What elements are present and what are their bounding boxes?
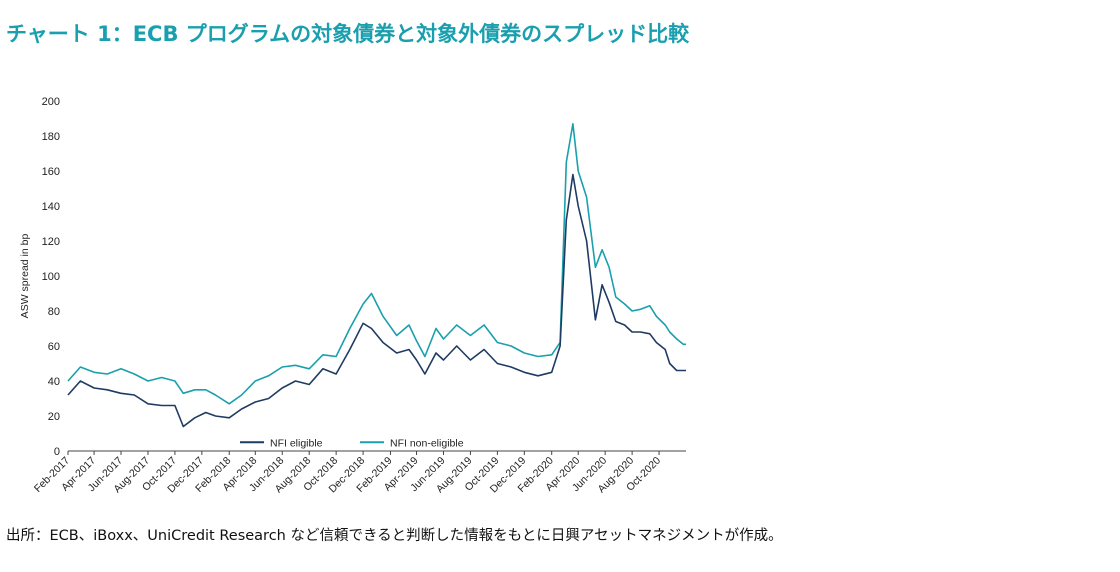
y-tick-label: 120 [42,236,60,248]
source-note: 出所：ECB、iBoxx、UniCredit Research など信頼できると… [6,528,783,544]
y-axis: 0 20 40 60 80 100 120 140 160 180 200 [42,96,60,458]
series-line-nfi-non-eligible [67,122,686,405]
y-tick-label: 40 [48,376,60,388]
x-axis: Feb-2017Apr-2017Jun-2017Aug-2017Oct-2017… [32,451,663,495]
legend-label: NFI eligible [270,437,323,449]
y-tick-label: 180 [42,131,60,143]
y-tick-label: 140 [42,201,60,213]
page-title: チャート 1：ECB プログラムの対象債券と対象外債券のスプレッド比較 [6,22,690,46]
y-tick-label: 160 [42,166,60,178]
legend: NFI eligible NFI non-eligible [240,437,464,449]
plot-area [67,122,686,428]
y-tick-label: 0 [54,446,60,458]
y-axis-title: ASW spread in bp [19,234,31,319]
y-tick-label: 80 [48,306,60,318]
y-tick-label: 200 [42,96,60,108]
y-tick-label: 100 [42,271,60,283]
legend-label: NFI non-eligible [390,437,464,449]
chart: ASW spread in bp 0 20 40 60 80 100 120 140 160 18… [19,96,686,495]
series-line-nfi-eligible [67,173,686,428]
y-tick-label: 60 [48,341,60,353]
y-tick-label: 20 [48,411,60,423]
